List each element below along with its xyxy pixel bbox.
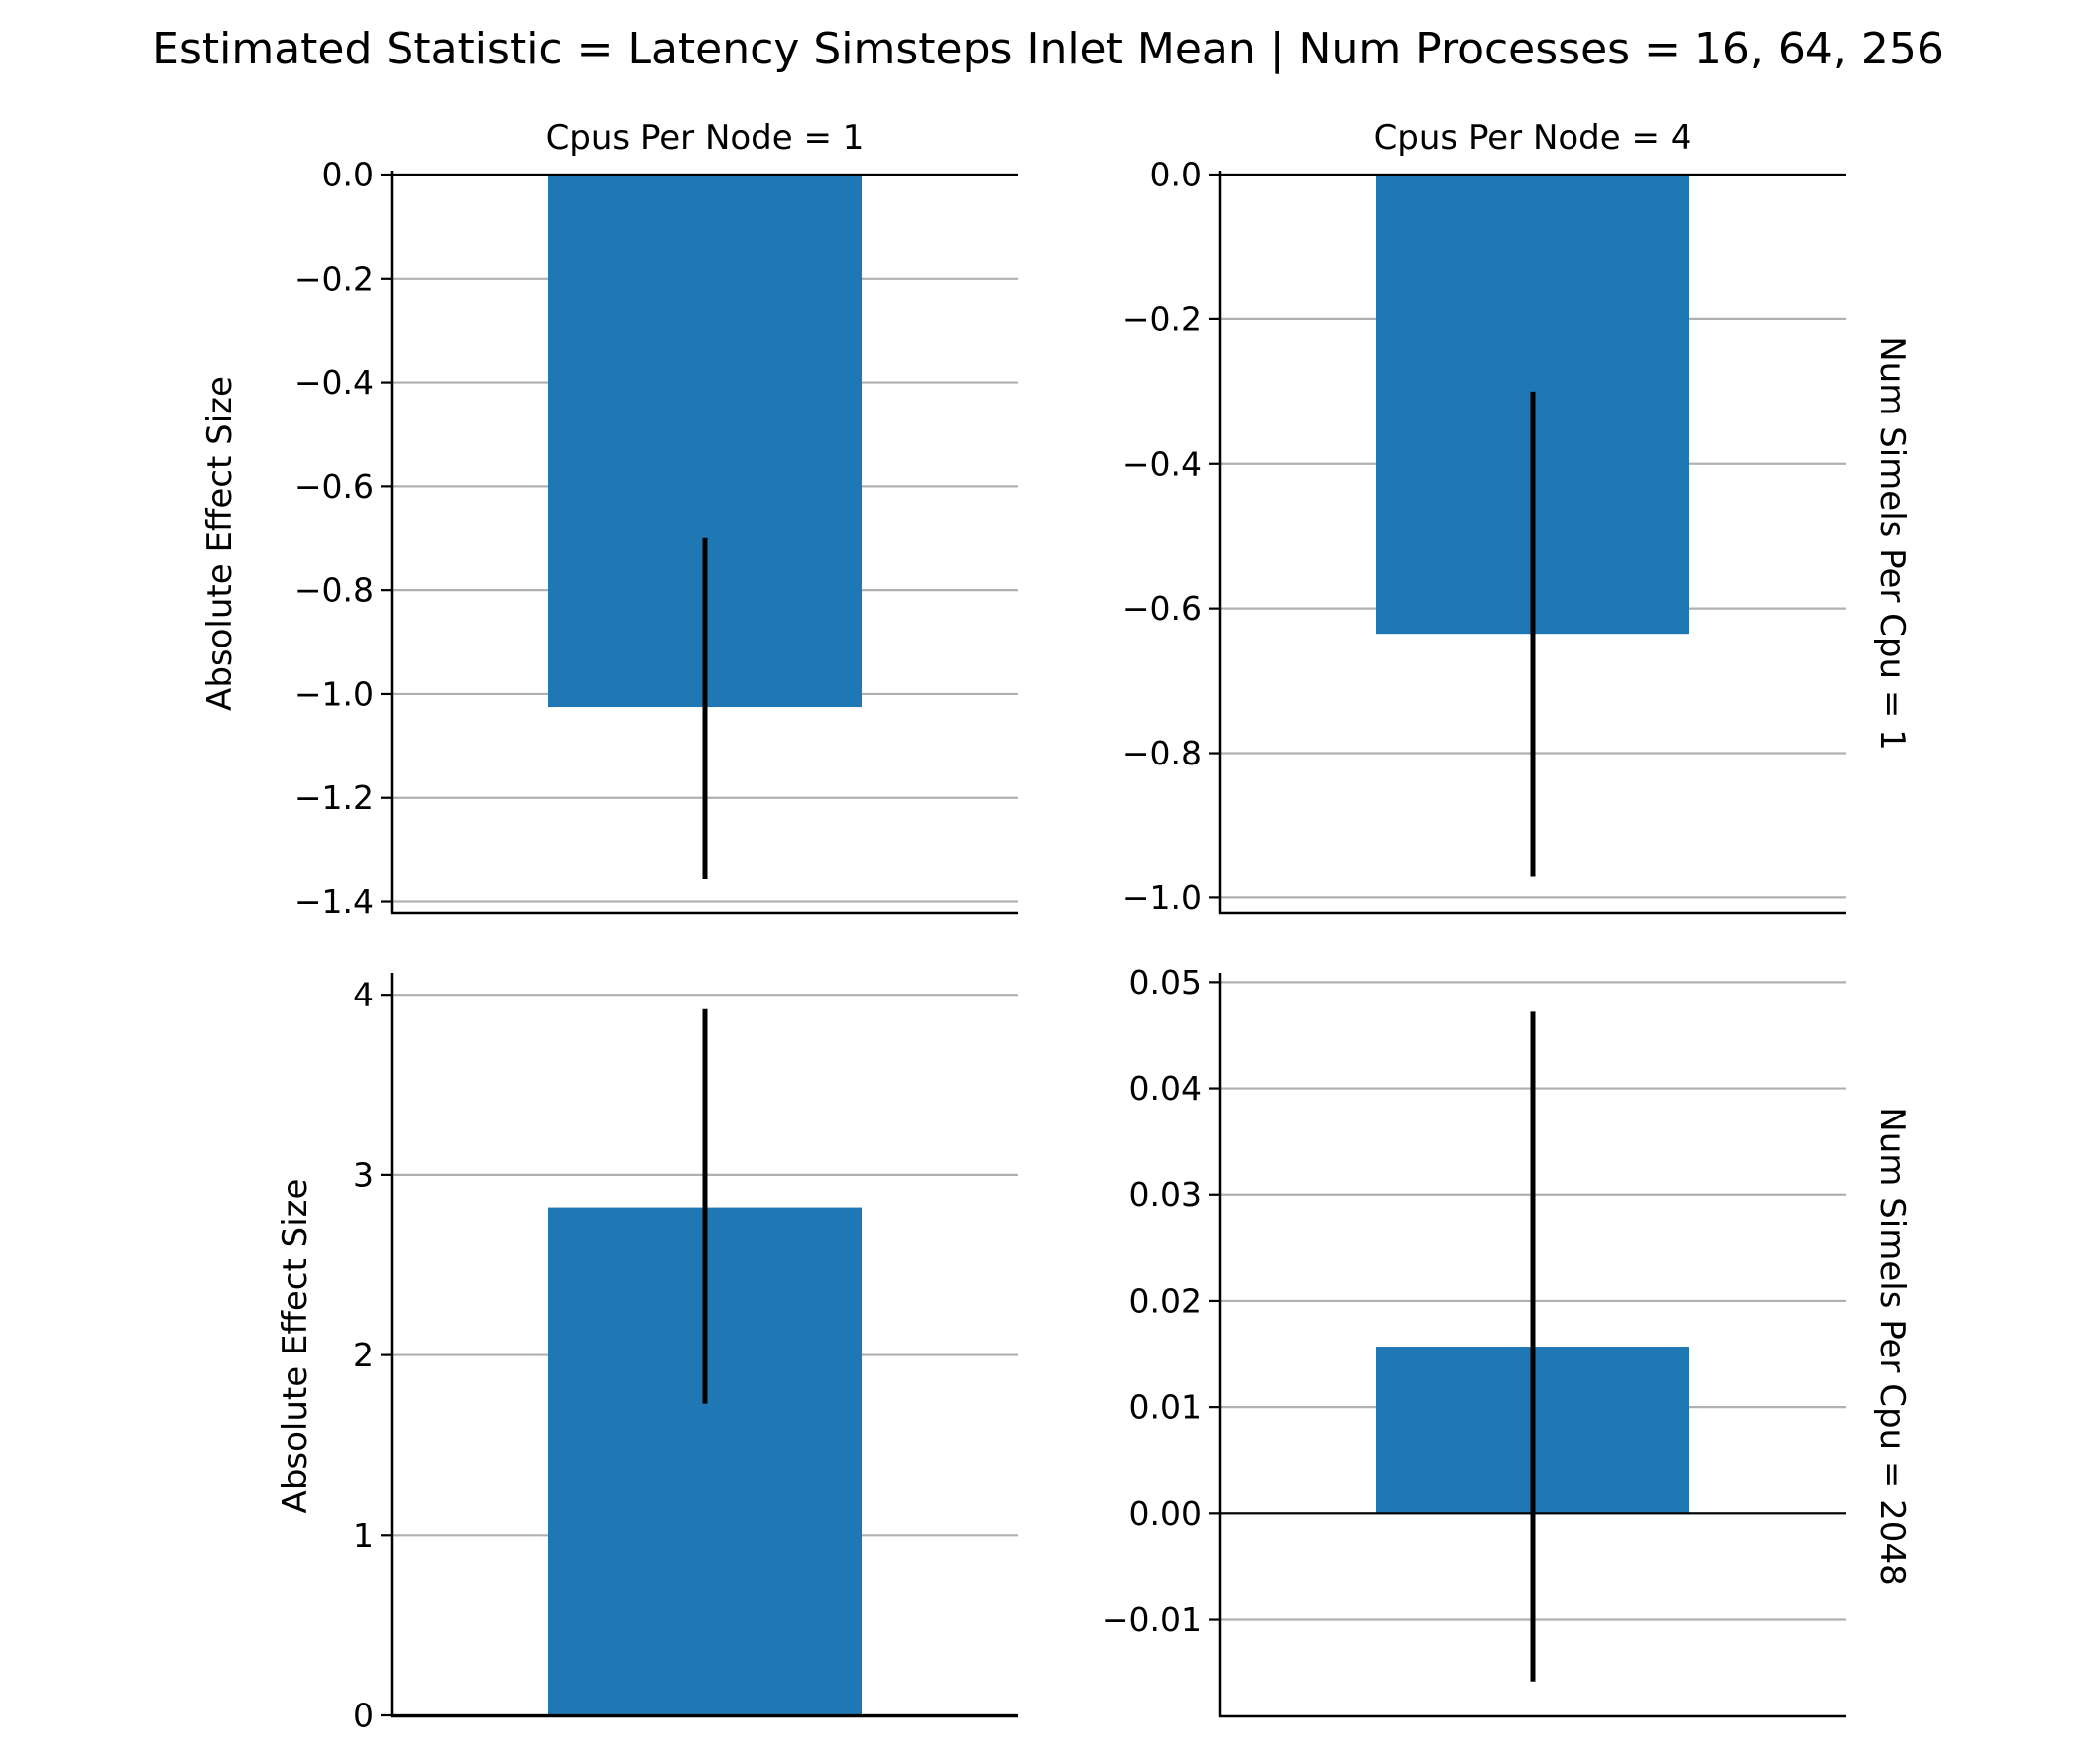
y-axis-label: Absolute Effect Size — [276, 1179, 315, 1514]
panel-top-right: 0.0 −0.2 −0.4 −0.6 −0.8 −1.0 Cpus Per Node = 4… — [1122, 118, 1912, 917]
panel-bottom-right: 0.05 0.04 0.03 0.02 0.01 0.00 −0.01 Num Simels … — [1102, 963, 1912, 1718]
y-tick-label: −0.4 — [294, 363, 374, 402]
y-tick-label: −1.4 — [294, 882, 374, 921]
y-tick-label: −1.0 — [294, 674, 374, 713]
row-title: Num Simels Per Cpu = 2048 — [1872, 1107, 1912, 1585]
figure-title: Estimated Statistic = Latency Simsteps I… — [152, 24, 1944, 74]
y-tick-label: 3 — [353, 1155, 374, 1194]
y-tick-label: −0.6 — [1122, 589, 1202, 628]
y-tick-label: 4 — [353, 976, 374, 1014]
y-tick-label: 0.00 — [1129, 1494, 1202, 1533]
y-tick-label: 0.05 — [1129, 963, 1202, 1001]
column-title: Cpus Per Node = 1 — [546, 118, 865, 158]
y-tick-label: −0.6 — [294, 467, 374, 506]
y-tick-label: 0 — [353, 1697, 374, 1735]
panel-top-left: 0.0 −0.2 −0.4 −0.6 −0.8 −1.0 −1.2 −1.4 Cpus Per … — [200, 118, 1018, 921]
y-tick-label: −0.2 — [1122, 299, 1202, 338]
y-tick-label: −0.8 — [1122, 734, 1202, 772]
panel-bottom-left: 0 1 2 3 4 Absolute Effect Size — [276, 973, 1018, 1735]
y-tick-label: −0.01 — [1102, 1600, 1202, 1639]
y-tick-label: 0.0 — [322, 156, 374, 194]
y-tick-label: −0.8 — [294, 571, 374, 610]
y-tick-label: 0.01 — [1129, 1388, 1202, 1427]
y-tick-label: 0.0 — [1150, 156, 1202, 194]
y-tick-label: 0.02 — [1129, 1281, 1202, 1320]
y-tick-label: −1.0 — [1122, 879, 1202, 917]
row-title: Num Simels Per Cpu = 1 — [1872, 336, 1912, 751]
y-tick-label: 0.03 — [1129, 1175, 1202, 1214]
y-axis-label: Absolute Effect Size — [200, 376, 240, 711]
y-tick-label: −0.2 — [294, 259, 374, 297]
y-tick-label: −0.4 — [1122, 444, 1202, 483]
y-tick-label: 1 — [353, 1516, 374, 1555]
column-title: Cpus Per Node = 4 — [1374, 118, 1692, 158]
y-tick-label: 0.04 — [1129, 1069, 1202, 1108]
y-tick-label: −1.2 — [294, 778, 374, 817]
y-tick-label: 2 — [353, 1336, 374, 1374]
